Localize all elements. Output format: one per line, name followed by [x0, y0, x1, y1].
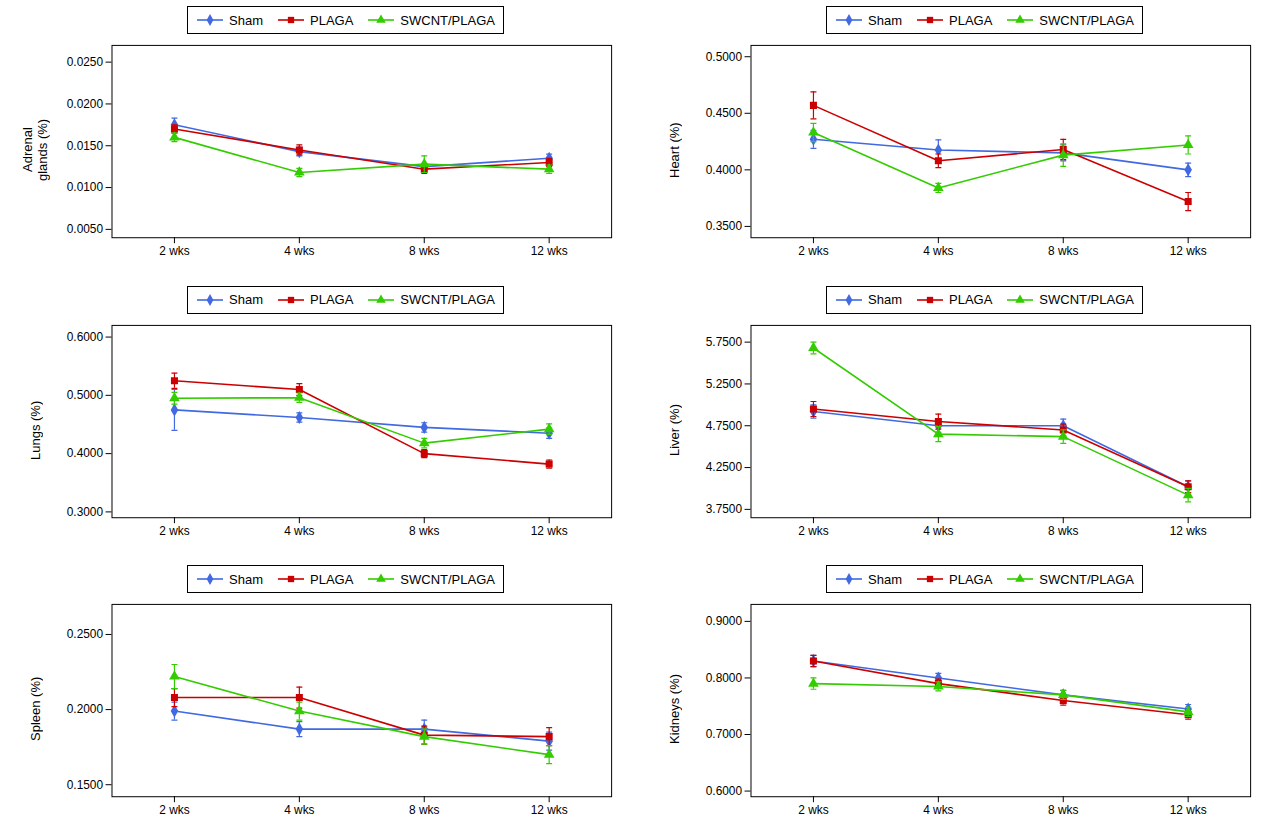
svg-text:0.4000: 0.4000: [706, 163, 743, 177]
svg-text:2 wks: 2 wks: [798, 524, 828, 538]
html-text:Liver (%): Liver (%): [666, 403, 682, 456]
svg-text:0.0200: 0.0200: [67, 97, 104, 111]
svg-text:0.2000: 0.2000: [67, 703, 104, 717]
svg-text:4.7500: 4.7500: [706, 418, 743, 432]
svg-text:0.0100: 0.0100: [67, 180, 104, 194]
html-text:SWCNT/PLAGA: SWCNT/PLAGA: [400, 571, 495, 587]
html-text:PLAGA: PLAGA: [310, 12, 354, 28]
svg-text:12 wks: 12 wks: [531, 524, 568, 538]
html-text:Heart (%): Heart (%): [666, 122, 682, 178]
svg-text:8 wks: 8 wks: [1048, 803, 1078, 817]
svg-text:0.7000: 0.7000: [706, 728, 743, 742]
svg-text:5.7500: 5.7500: [706, 335, 743, 349]
html-text:SWCNT/PLAGA: SWCNT/PLAGA: [1039, 571, 1134, 587]
svg-text:8 wks: 8 wks: [409, 524, 439, 538]
svg-text:8 wks: 8 wks: [1048, 244, 1078, 258]
html-text:Sham: Sham: [229, 12, 263, 28]
html-text:PLAGA: PLAGA: [949, 12, 993, 28]
svg-text:2 wks: 2 wks: [159, 244, 189, 258]
html-text:SWCNT/PLAGA: SWCNT/PLAGA: [400, 292, 495, 308]
svg-text:0.2500: 0.2500: [67, 628, 104, 642]
svg-text:8 wks: 8 wks: [409, 244, 439, 258]
svg-text:2 wks: 2 wks: [798, 244, 828, 258]
svg-text:0.6000: 0.6000: [706, 784, 743, 798]
svg-text:2 wks: 2 wks: [798, 803, 828, 817]
svg-text:0.1500: 0.1500: [67, 778, 104, 792]
html-text:SWCNT/PLAGA: SWCNT/PLAGA: [1039, 292, 1134, 308]
svg-text:0.3500: 0.3500: [706, 219, 743, 233]
svg-text:8 wks: 8 wks: [1048, 524, 1078, 538]
html-text:PLAGA: PLAGA: [949, 571, 993, 587]
svg-text:0.9000: 0.9000: [706, 615, 743, 629]
svg-text:0.0050: 0.0050: [67, 222, 104, 236]
html-text:Sham: Sham: [229, 292, 263, 308]
html-text:Adrenal glands (%): Adrenal glands (%): [20, 118, 50, 182]
svg-text:4 wks: 4 wks: [284, 803, 314, 817]
svg-text:3.7500: 3.7500: [706, 502, 743, 516]
svg-text:12 wks: 12 wks: [531, 244, 568, 258]
svg-text:4 wks: 4 wks: [284, 244, 314, 258]
svg-text:12 wks: 12 wks: [1170, 524, 1207, 538]
svg-text:0.4500: 0.4500: [706, 106, 743, 120]
svg-text:0.3000: 0.3000: [67, 504, 104, 518]
html-text:Kidneys (%): Kidneys (%): [666, 674, 682, 745]
html-text:Spleen (%): Spleen (%): [27, 677, 43, 742]
svg-text:12 wks: 12 wks: [531, 803, 568, 817]
svg-text:2 wks: 2 wks: [159, 803, 189, 817]
svg-text:12 wks: 12 wks: [1170, 244, 1207, 258]
svg-text:4 wks: 4 wks: [923, 803, 953, 817]
html-text:Lungs (%): Lungs (%): [27, 400, 43, 460]
svg-text:12 wks: 12 wks: [1170, 803, 1207, 817]
svg-text:0.0250: 0.0250: [67, 55, 104, 69]
html-text:SWCNT/PLAGA: SWCNT/PLAGA: [1039, 12, 1134, 28]
svg-text:0.4000: 0.4000: [67, 446, 104, 460]
svg-text:4 wks: 4 wks: [284, 524, 314, 538]
svg-text:0.8000: 0.8000: [706, 671, 743, 685]
html-text:Sham: Sham: [868, 12, 902, 28]
html-text:SWCNT/PLAGA: SWCNT/PLAGA: [400, 12, 495, 28]
svg-text:0.0150: 0.0150: [67, 139, 104, 153]
svg-text:0.6000: 0.6000: [67, 330, 104, 344]
html-text:Sham: Sham: [868, 292, 902, 308]
svg-text:5.2500: 5.2500: [706, 376, 743, 390]
html-text:PLAGA: PLAGA: [310, 292, 354, 308]
html-text:Sham: Sham: [868, 571, 902, 587]
svg-text:2 wks: 2 wks: [159, 524, 189, 538]
html-text:Sham: Sham: [229, 571, 263, 587]
svg-text:0.5000: 0.5000: [67, 388, 104, 402]
html-text:PLAGA: PLAGA: [310, 571, 354, 587]
svg-text:4 wks: 4 wks: [923, 524, 953, 538]
svg-text:4 wks: 4 wks: [923, 244, 953, 258]
html-text:PLAGA: PLAGA: [949, 292, 993, 308]
svg-text:4.2500: 4.2500: [706, 460, 743, 474]
svg-text:0.5000: 0.5000: [706, 50, 743, 64]
svg-text:8 wks: 8 wks: [409, 803, 439, 817]
